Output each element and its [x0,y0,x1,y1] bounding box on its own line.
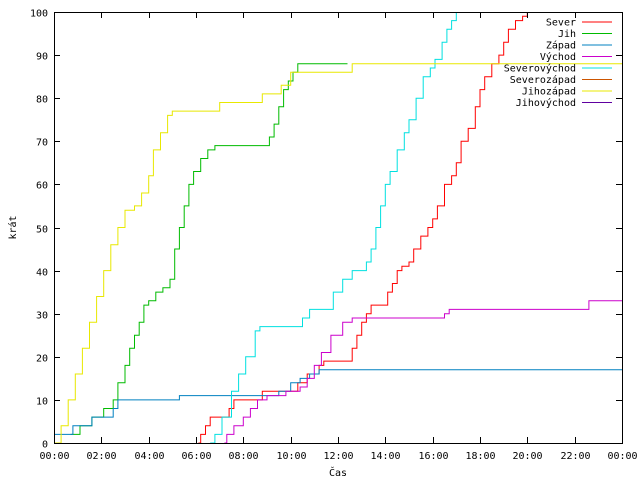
legend-label: Severozápad [510,74,576,86]
y-tick-label: 80 [36,95,48,106]
series-line-6 [54,63,622,444]
legend: SeverJihZápadVýchodSeverovýchodSeverozáp… [504,18,612,109]
x-axis-label: Čas [329,466,347,479]
series-line-1 [70,63,348,435]
tick-layer: 0 10 20 30 40 50 60 70 80 90 100 00:00 02:00 04:00 06:… [30,9,638,463]
legend-label: Jihovýchod [516,97,576,109]
series-line-2 [54,369,622,435]
y-tick-label: 90 [36,52,48,63]
x-tick-label: 06:00 [181,451,211,462]
y-tick-label: 60 [36,181,48,192]
y-axis-label: krát [7,215,19,239]
x-tick-label: 04:00 [134,451,164,462]
y-tick-label: 100 [30,9,48,20]
legend-label: Jihozápad [522,86,576,98]
y-tick-label: 20 [36,354,48,365]
x-tick-label: 08:00 [228,451,258,462]
x-tick-label: 02:00 [86,451,116,462]
x-tick-label: 20:00 [512,451,542,462]
x-tick-label: 00:00 [39,451,69,462]
legend-label: Západ [546,40,576,52]
series-line-4 [210,12,457,444]
y-tick-label: 30 [36,311,48,322]
x-tick-label: 00:00 [607,451,637,462]
legend-label: Východ [540,51,576,63]
series-line-3 [224,300,622,444]
x-tick-label: 14:00 [370,451,400,462]
legend-label: Jih [558,29,576,40]
series-layer [54,12,622,444]
plot-frame [54,12,623,444]
x-tick-label: 10:00 [276,451,306,462]
y-tick-label: 70 [36,138,48,149]
y-tick-label: 10 [36,397,48,408]
y-tick-label: 40 [36,268,48,279]
x-tick-label: 22:00 [560,451,590,462]
legend-label: Sever [546,18,576,29]
legend-label: Severovýchod [504,63,576,75]
x-tick-label: 12:00 [323,451,353,462]
series-line-0 [198,12,528,444]
x-tick-label: 16:00 [418,451,448,462]
y-tick-label: 0 [42,440,48,451]
x-tick-label: 18:00 [465,451,495,462]
y-tick-label: 50 [36,225,48,236]
